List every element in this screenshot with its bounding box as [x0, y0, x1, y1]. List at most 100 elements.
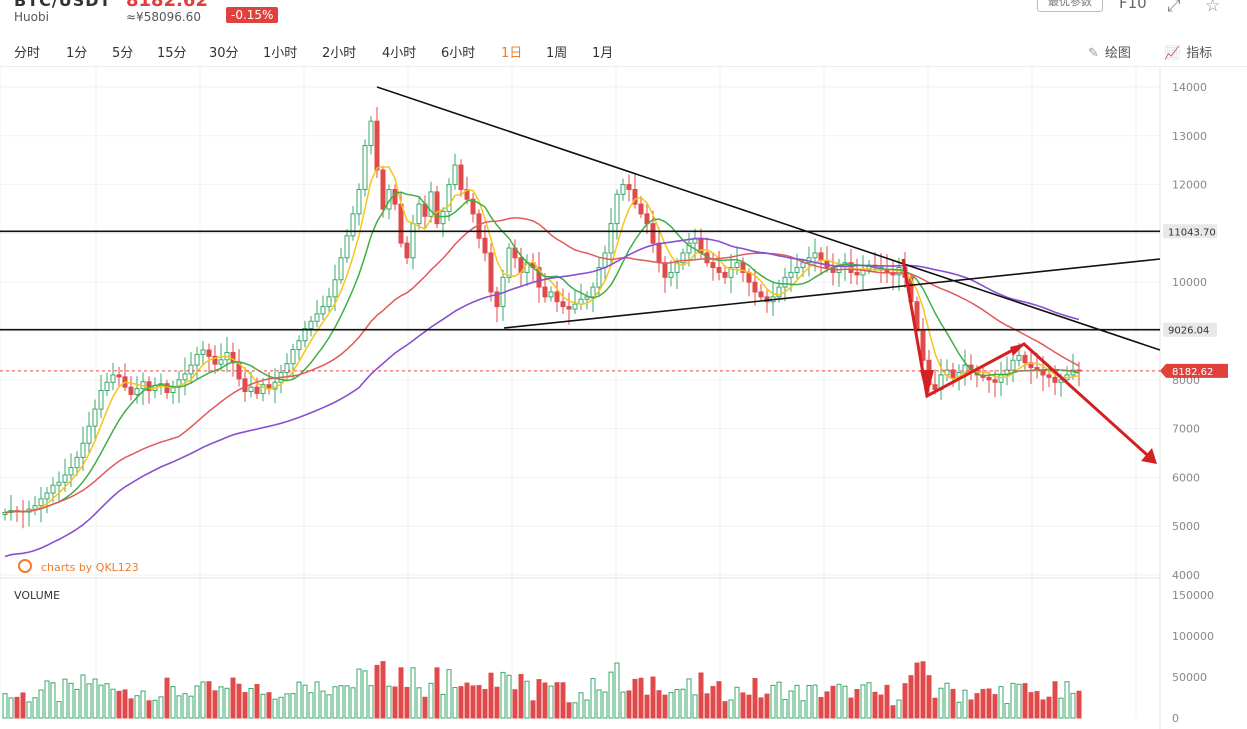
- candle-body: [332, 279, 338, 298]
- volume-bar: [452, 687, 458, 719]
- volume-bar: [68, 682, 74, 719]
- expand-icon[interactable]: ⤢: [1167, 0, 1181, 16]
- candle-body: [56, 481, 62, 486]
- candle-body: [668, 271, 674, 278]
- candle-body: [590, 286, 596, 298]
- exchange-name: Huobi: [14, 10, 49, 24]
- cny-price: ≈¥58096.60: [126, 10, 201, 24]
- volume-bar: [44, 680, 50, 719]
- volume-bar: [188, 695, 194, 719]
- volume-bar: [686, 678, 692, 719]
- volume-bar: [608, 671, 614, 719]
- descending-trendline: [376, 86, 1161, 351]
- volume-bar: [8, 697, 14, 719]
- candle-body: [104, 381, 110, 392]
- volume-bar: [740, 692, 746, 719]
- candle-body: [164, 383, 170, 393]
- candle-body: [506, 247, 512, 278]
- candle-body: [998, 374, 1004, 383]
- candle-body: [680, 252, 686, 264]
- volume-bar: [284, 693, 290, 719]
- candle-body: [134, 388, 140, 395]
- volume-bar: [446, 669, 452, 719]
- candle-body: [446, 184, 452, 212]
- candle-body: [194, 353, 200, 366]
- volume-bar: [812, 684, 818, 719]
- volume-bar: [440, 693, 446, 719]
- tab-timeframe-6[interactable]: 2小时: [322, 46, 357, 61]
- volume-bar: [920, 661, 926, 719]
- volume-bar: [662, 694, 668, 719]
- candle-body: [932, 384, 938, 391]
- volume-bar: [338, 685, 344, 719]
- volume-bar: [320, 690, 326, 719]
- volume-bar: [1004, 703, 1010, 719]
- timeframe-toolbar: 分时 1分 5分 15分 30分 1小时 2小时 4小时 6小时 1日 1周 1…: [0, 34, 1247, 67]
- candle-body: [788, 271, 794, 278]
- volume-bar: [572, 702, 578, 719]
- price-tick-label: 6000: [1172, 471, 1200, 484]
- candle-body: [716, 267, 722, 273]
- candle-body: [326, 296, 332, 308]
- tab-timeframe-9[interactable]: 1日: [501, 46, 523, 61]
- volume-bar: [758, 697, 764, 719]
- volume-bar: [668, 692, 674, 719]
- volume-bar: [1052, 681, 1058, 719]
- volume-bar: [890, 705, 896, 719]
- tab-timeframe-10[interactable]: 1周: [546, 46, 568, 61]
- price-tick-label: 13000: [1172, 130, 1207, 143]
- candle-body: [566, 306, 572, 310]
- candle-body: [212, 355, 218, 365]
- indicator-label: 指标: [1186, 46, 1213, 61]
- tab-timeframe-0[interactable]: 分时: [14, 46, 41, 61]
- volume-bar: [428, 682, 434, 719]
- price-chart[interactable]: 1400013000120001100010000900080007000600…: [0, 66, 1247, 729]
- tab-timeframe-1[interactable]: 1分: [66, 46, 88, 61]
- volume-bar: [332, 686, 338, 719]
- volume-bar: [1064, 681, 1070, 719]
- optimal-params-button[interactable]: 最优参数: [1037, 0, 1103, 12]
- volume-bar: [650, 676, 656, 719]
- volume-bar: [872, 691, 878, 719]
- candle-body: [608, 223, 614, 254]
- volume-bar: [164, 677, 170, 719]
- candle-body: [410, 223, 416, 259]
- candle-body: [776, 286, 782, 298]
- tab-timeframe-11[interactable]: 1月: [592, 46, 614, 61]
- candle-body: [812, 252, 818, 259]
- volume-bar: [92, 678, 98, 719]
- candle-body: [494, 291, 500, 308]
- level-tag: [1163, 224, 1217, 239]
- indicator-tool-button[interactable]: 📈 指标: [1164, 42, 1212, 61]
- candle-body: [128, 386, 134, 395]
- level-tag-label: 11043.70: [1168, 227, 1216, 238]
- current-price: 8182.62: [126, 0, 208, 11]
- star-icon[interactable]: ☆: [1205, 0, 1221, 16]
- tab-timeframe-5[interactable]: 1小时: [263, 46, 298, 61]
- volume-bar: [290, 693, 296, 719]
- price-axis: 1400013000120001100010000900080007000600…: [14, 81, 1228, 725]
- volume-bar: [488, 672, 494, 719]
- volume-bar: [494, 686, 500, 719]
- candle-body: [50, 484, 56, 494]
- f10-button[interactable]: F10: [1119, 0, 1147, 12]
- volume-bar: [254, 684, 260, 719]
- candle-body: [368, 120, 374, 147]
- volume-bar: [980, 688, 986, 719]
- volume-bar: [656, 690, 662, 719]
- volume-bar: [866, 682, 872, 719]
- tab-timeframe-3[interactable]: 15分: [157, 46, 187, 61]
- volume-bar: [680, 688, 686, 719]
- draw-tool-button[interactable]: ✎ 绘图: [1088, 42, 1131, 61]
- tab-timeframe-8[interactable]: 6小时: [441, 46, 476, 61]
- tab-timeframe-7[interactable]: 4小时: [382, 46, 417, 61]
- volume-bar: [548, 685, 554, 719]
- volume-bar: [806, 685, 812, 719]
- volume-bar: [206, 681, 212, 719]
- tab-timeframe-2[interactable]: 5分: [112, 46, 134, 61]
- volume-bar: [362, 670, 368, 719]
- candle-body: [44, 492, 50, 500]
- tab-timeframe-4[interactable]: 30分: [209, 46, 239, 61]
- volume-bar: [308, 692, 314, 719]
- candle-body: [470, 198, 476, 215]
